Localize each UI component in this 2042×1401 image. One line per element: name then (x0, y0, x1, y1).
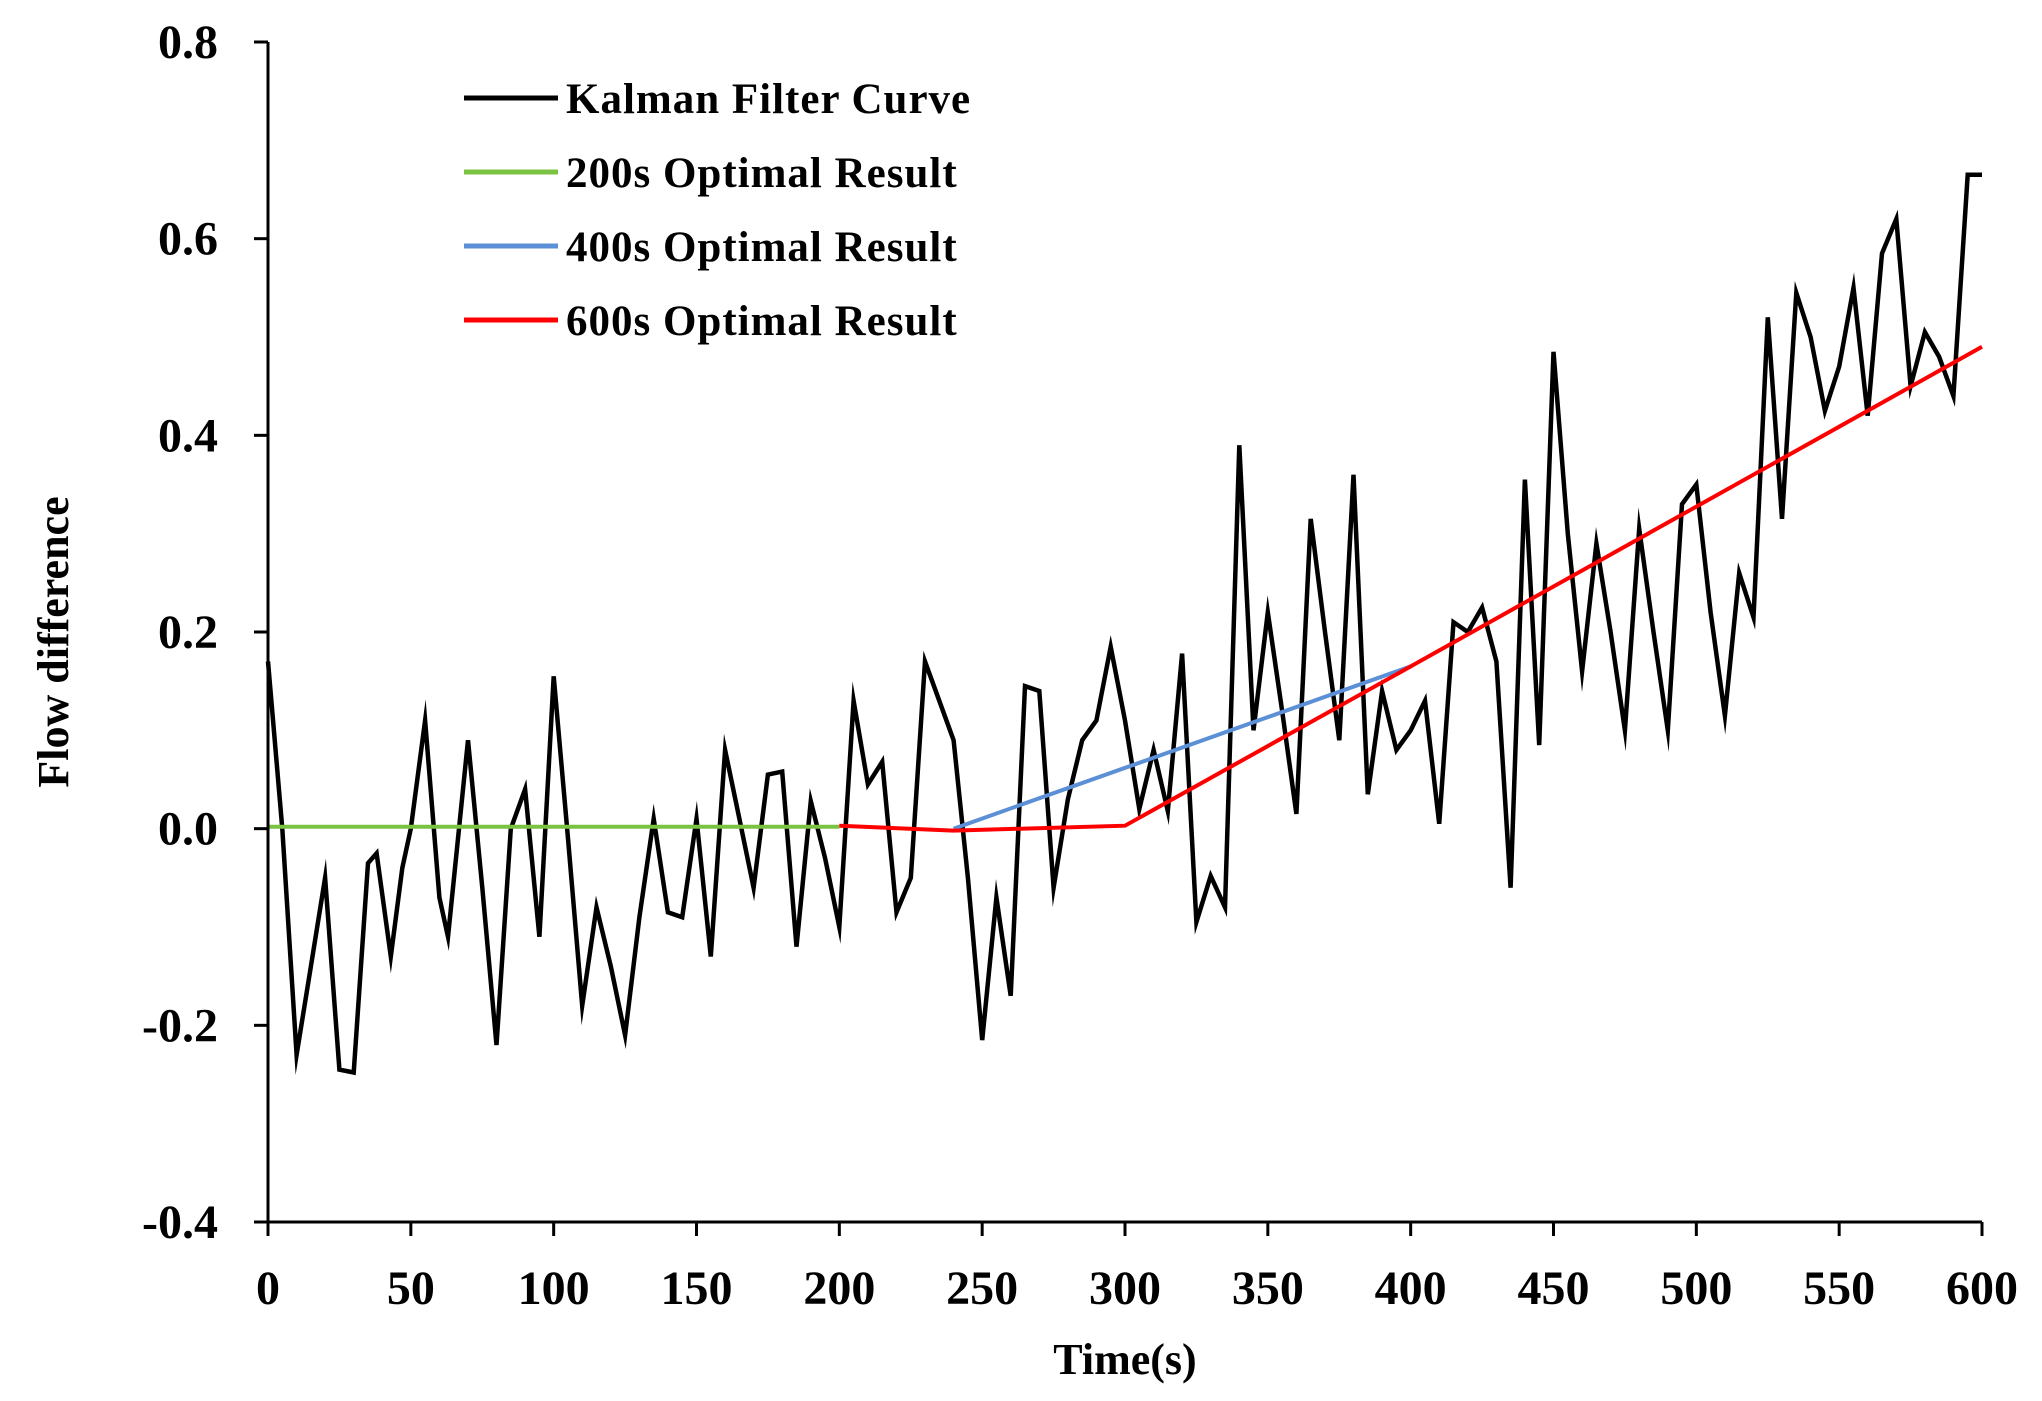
x-tick-label: 550 (1803, 1262, 1875, 1315)
legend-label: 400s Optimal Result (566, 224, 958, 271)
x-tick-label: 500 (1660, 1262, 1732, 1315)
y-axis-title: Flow difference (29, 496, 78, 787)
x-tick-label: 350 (1232, 1262, 1304, 1315)
series-line-400s-optimal-result (952, 664, 1412, 831)
x-tick-label: 150 (661, 1262, 733, 1315)
x-axis-ticks: 0 50 100 150 200 250 300 350 400 450 500 550 600 (256, 1222, 2018, 1315)
x-axis-title: Time(s) (1053, 1335, 1196, 1384)
legend-label: 600s Optimal Result (566, 298, 958, 345)
y-tick-label: 0.8 (158, 16, 218, 69)
x-tick-label: 450 (1518, 1262, 1590, 1315)
x-tick-label: 100 (518, 1262, 590, 1315)
x-tick-label: 400 (1375, 1262, 1447, 1315)
x-tick-label: 300 (1089, 1262, 1161, 1315)
legend: Kalman Filter Curve 200s Optimal Result 40… (464, 76, 971, 345)
series-line-kalman-filter-curve (265, 172, 1982, 1076)
y-tick-label: 0.6 (158, 213, 218, 266)
x-tick-label: 50 (387, 1262, 435, 1315)
y-tick-label: 0.2 (158, 606, 218, 659)
x-tick-label: 250 (946, 1262, 1018, 1315)
y-tick-label: 0.4 (158, 409, 218, 462)
y-tick-label: -0.4 (142, 1196, 218, 1249)
series-layer (265, 172, 1983, 1076)
y-tick-label: -0.2 (142, 999, 218, 1052)
y-tick-label: 0.0 (158, 803, 218, 856)
legend-label: 200s Optimal Result (566, 150, 958, 197)
x-tick-label: 200 (803, 1262, 875, 1315)
y-axis-ticks: -0.4 -0.2 0.0 0.2 0.4 0.6 0.8 (142, 16, 268, 1249)
x-tick-label: 600 (1946, 1262, 2018, 1315)
legend-label: Kalman Filter Curve (566, 76, 971, 123)
series-line-600s-optimal-result (839, 345, 1983, 833)
x-tick-label: 0 (256, 1262, 280, 1315)
